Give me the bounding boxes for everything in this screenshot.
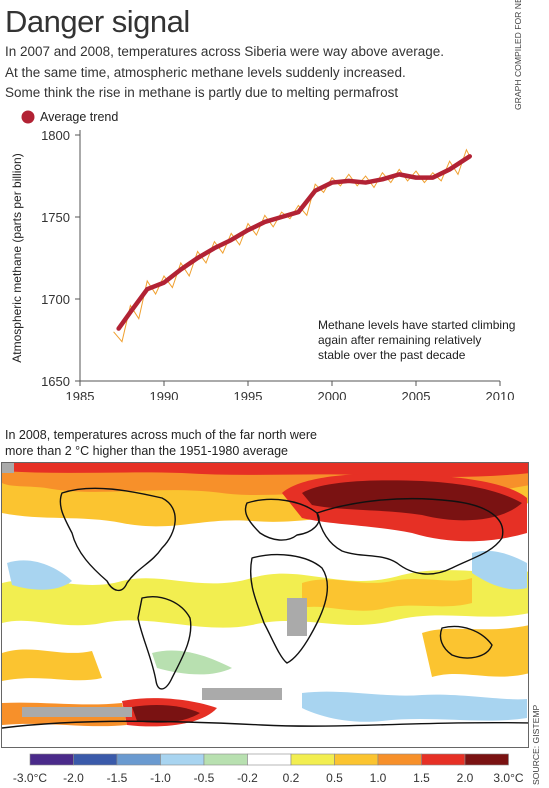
x-tick-label: 2005 (402, 389, 431, 400)
intro-line-3: Some think the rise in methane is partly… (5, 85, 399, 100)
x-tick-label: 1985 (66, 389, 95, 400)
scale-label: -0.2 (237, 771, 258, 785)
legend-marker (21, 110, 35, 124)
y-tick-label: 1650 (41, 374, 70, 389)
y-tick-label: 1800 (41, 128, 70, 143)
scale-label: -1.0 (150, 771, 171, 785)
methane-chart: 1650 1700 1750 1800 1985 1990 1995 2000 2005 2010… (10, 110, 515, 400)
scale-swatch (247, 753, 292, 766)
scale-swatch (203, 753, 248, 766)
source-credit: SOURCE: GISTEMP (531, 704, 541, 785)
average-trend-line (116, 154, 473, 331)
intro-line-2: At the same time, atmospheric methane le… (5, 65, 406, 80)
scale-label: -1.5 (107, 771, 128, 785)
scale-swatch (116, 753, 161, 766)
graph-credit: GRAPH COMPILED FOR NEW SCIENTIST BY R. P… (513, 0, 527, 110)
scale-swatch (29, 753, 74, 766)
annotation-line-1: Methane levels have started climbing (318, 318, 515, 332)
color-scale: -3.0°C -2.0 -1.5 -1.0 -0.5 -0.2 0.2 0.5 1.0 1.5 2.… (13, 753, 524, 785)
y-tick-label: 1750 (41, 210, 70, 225)
scale-swatch (377, 753, 422, 766)
scale-swatch (290, 753, 335, 766)
annotation-line-3: stable over the past decade (318, 348, 466, 362)
map-caption-line-1: In 2008, temperatures across much of the… (5, 428, 317, 442)
y-axis-label: Atmospheric methane (parts per billion) (10, 153, 24, 362)
x-tick-label: 2010 (486, 389, 515, 400)
x-tick-label: 1995 (234, 389, 263, 400)
temperature-anomaly-map (1, 462, 529, 748)
scale-label: -2.0 (63, 771, 84, 785)
intro-line-1: In 2007 and 2008, temperatures across Si… (5, 44, 445, 59)
scale-label: 0.2 (283, 771, 300, 785)
scale-label: 2.0 (457, 771, 474, 785)
scale-label: -3.0°C (13, 771, 47, 785)
x-tick-label: 2000 (318, 389, 347, 400)
y-tick-label: 1700 (41, 292, 70, 307)
scale-label: 3.0°C (493, 771, 523, 785)
scale-label: -0.5 (194, 771, 215, 785)
map-caption-line-2: more than 2 °C higher than the 1951-1980… (5, 444, 288, 458)
scale-swatch (334, 753, 379, 766)
annotation-line-2: again after remaining relatively (318, 333, 481, 347)
scale-label: 0.5 (326, 771, 343, 785)
scale-label: 1.5 (413, 771, 430, 785)
page-title: Danger signal (5, 4, 190, 39)
scale-label: 1.0 (370, 771, 387, 785)
scale-swatch (421, 753, 466, 766)
scale-swatch (464, 753, 509, 766)
scale-swatch (160, 753, 205, 766)
scale-swatch (73, 753, 118, 766)
legend-label: Average trend (40, 110, 118, 124)
x-tick-label: 1990 (150, 389, 179, 400)
